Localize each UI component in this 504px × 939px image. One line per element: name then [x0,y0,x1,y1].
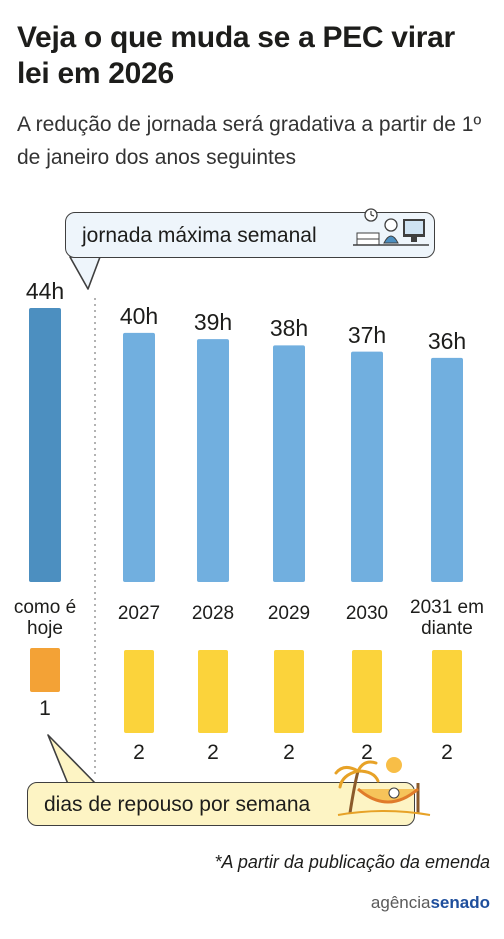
agencia-senado-logo: agênciasenado [371,893,490,913]
rest-value-label: 2 [133,741,145,764]
rest-bar [432,650,462,733]
rest-label: dias de repouso por semana [44,793,311,816]
hours-bars [29,308,463,582]
category-label: 2031 em diante [410,597,484,639]
office-worker-icon [353,208,429,246]
rest-bubble: dias de repouso por semana [27,757,431,826]
rest-bar [124,650,154,733]
logo-text-agencia: agência [370,893,431,912]
hours-bar [273,345,305,582]
chart-subtitle: A redução de jornada será gradativa a pa… [17,113,482,169]
category-label: 2030 [345,603,389,624]
hours-value-label: 44h [25,278,65,304]
hours-bar [431,357,463,582]
category-label: 2029 [267,603,311,624]
footnote: *A partir da publicação da emenda [214,852,490,872]
category-label: 2027 [117,603,161,624]
rest-bars [30,648,462,733]
hours-bar [123,332,155,582]
hours-label: jornada máxima semanal [82,224,317,247]
chart-title: Veja o que muda se a PEC virar lei em 20… [17,21,455,90]
hammock-icon [334,757,431,816]
rest-value-label: 2 [441,741,453,764]
rest-value-label: 2 [361,741,373,764]
rest-value-label: 2 [283,741,295,764]
rest-bar [352,650,382,733]
hours-value-label: 37h [347,321,387,348]
rest-bar [30,648,60,692]
hours-value-label: 40h [119,302,159,329]
hours-bar [29,308,61,582]
category-label: 2028 [191,603,235,624]
rest-value-label: 1 [39,697,51,720]
hours-bar [197,339,229,582]
logo-text-senado: senado [430,893,490,912]
rest-bar [198,650,228,733]
category-label: como é hoje [13,597,77,639]
hours-value-label: 39h [193,309,233,336]
rest-bar [274,650,304,733]
hours-bar [351,351,383,582]
rest-value-label: 2 [207,741,219,764]
rest-bubble-tail [47,734,97,785]
hours-value-label: 38h [269,315,309,342]
hours-value-label: 36h [427,327,467,354]
hours-bubble: jornada máxima semanal [65,208,435,258]
